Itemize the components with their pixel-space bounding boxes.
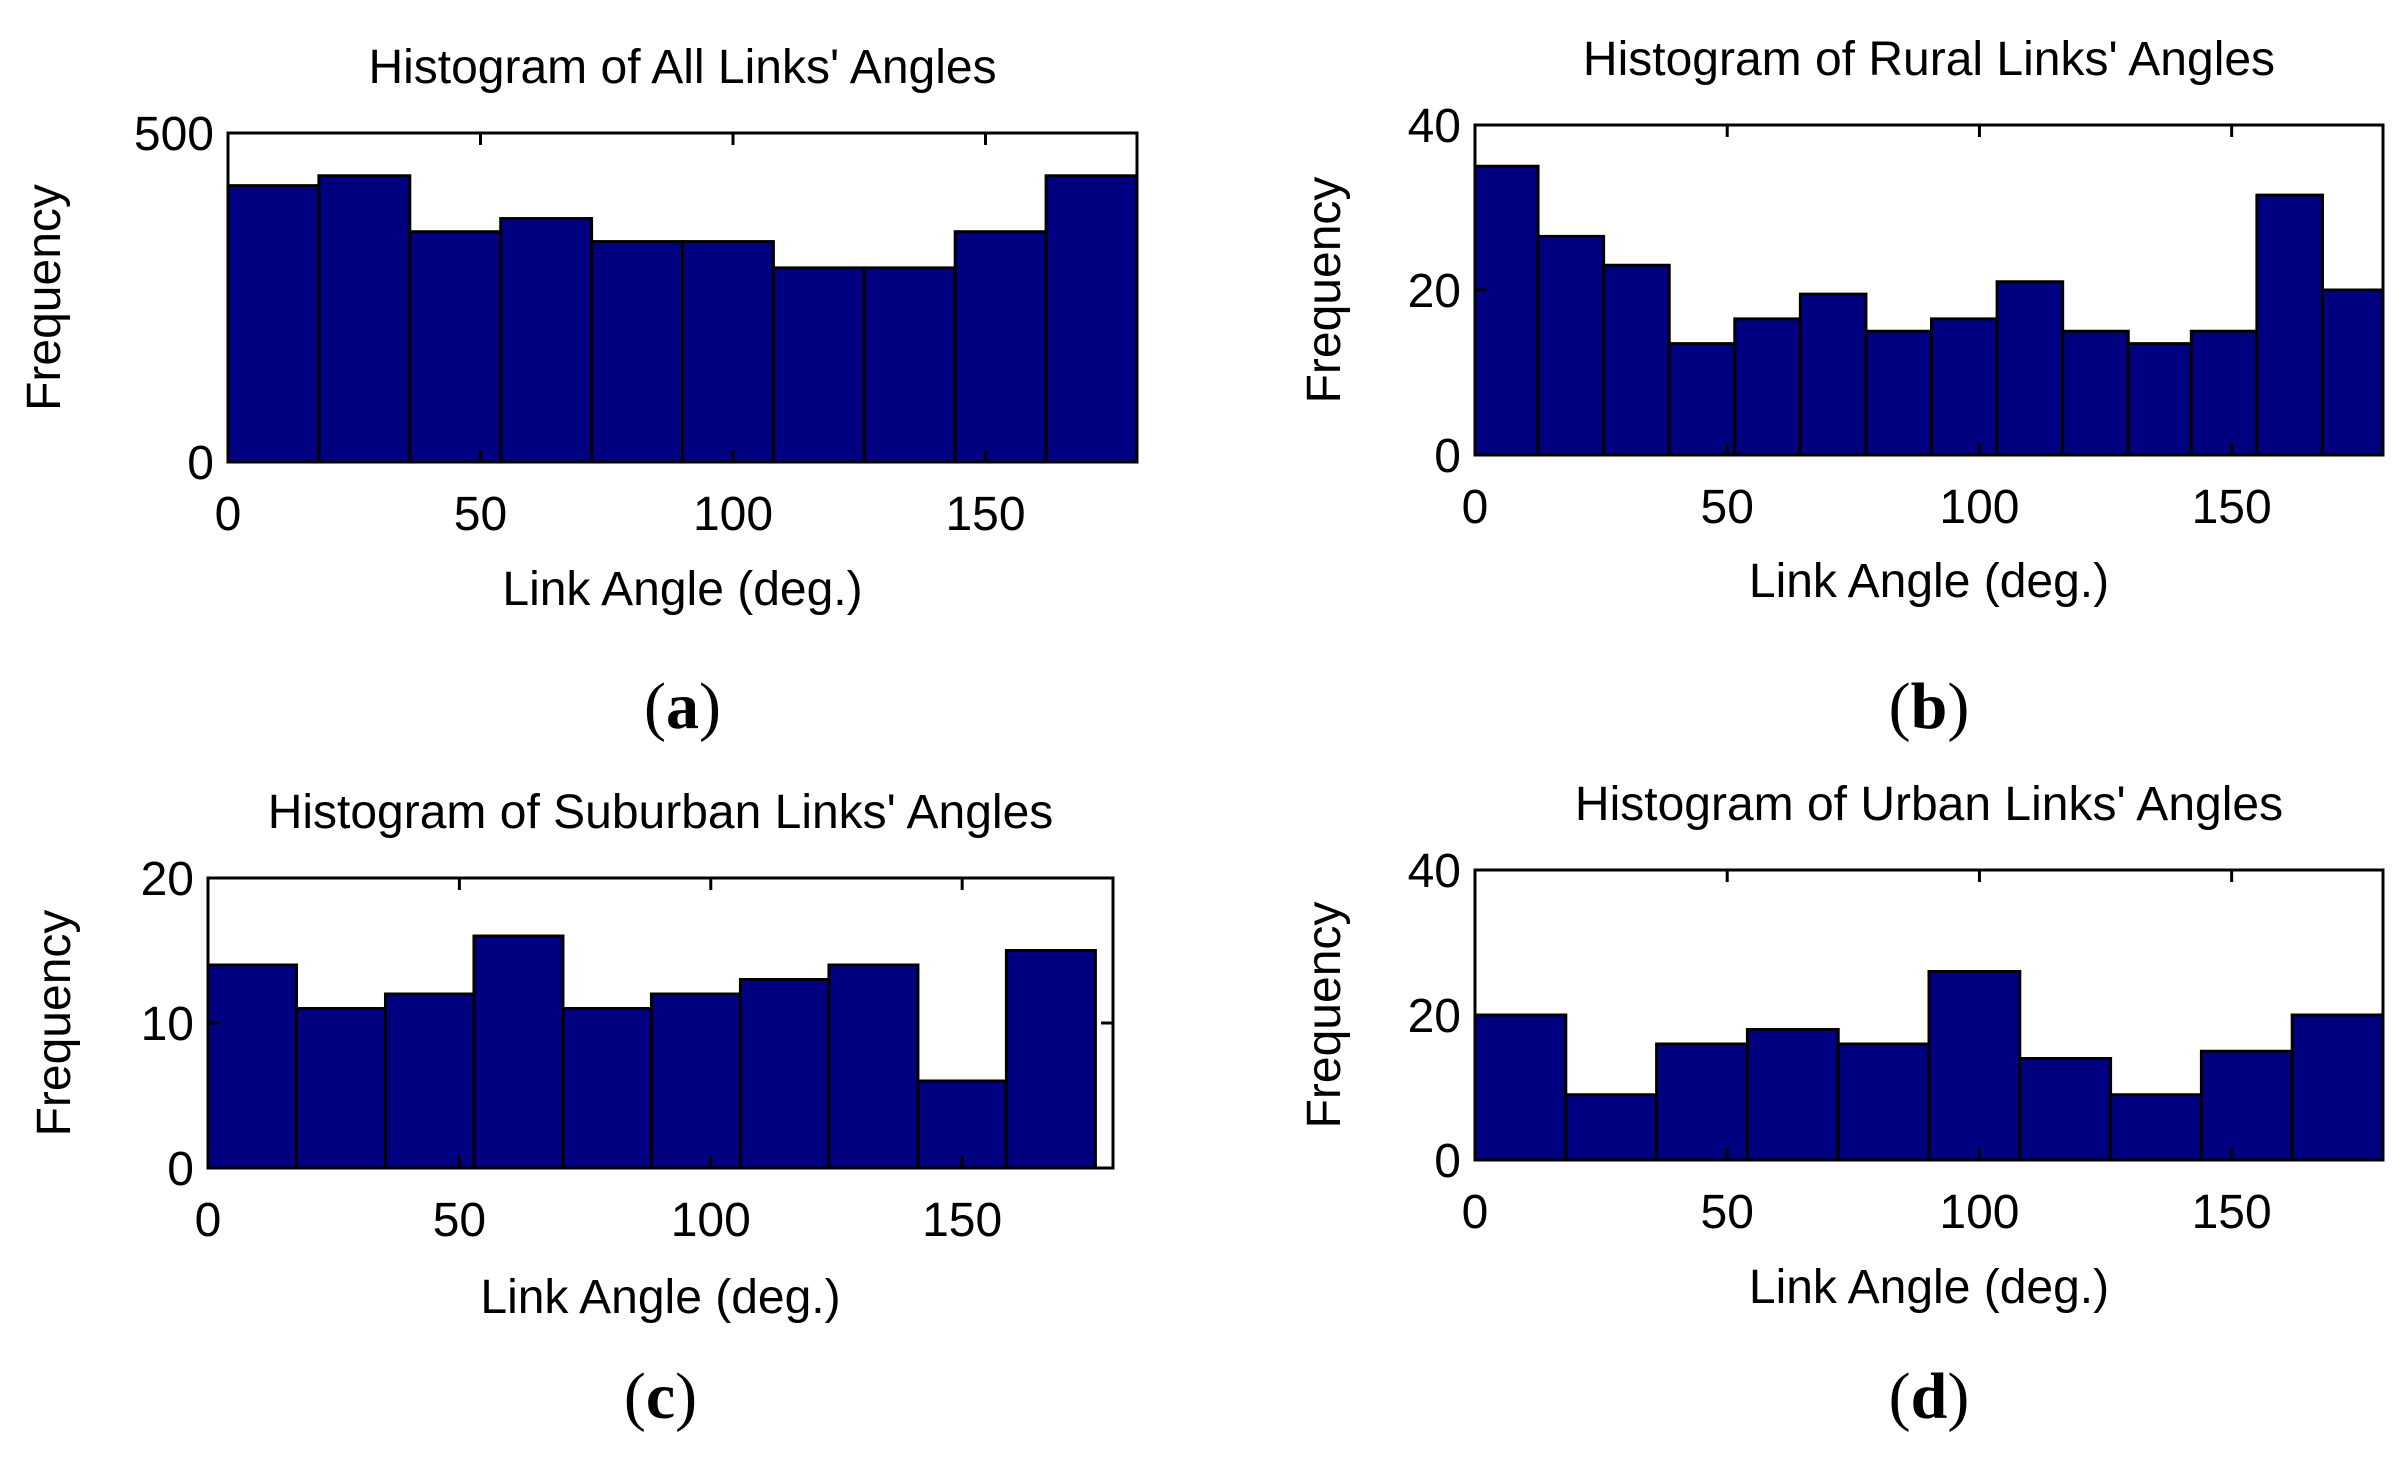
x-axis-label: Link Angle (deg.) xyxy=(1749,1261,2109,1314)
y-tick-label: 0 xyxy=(167,1143,194,1196)
chart-title: Histogram of Urban Links' Angles xyxy=(1575,778,2283,831)
histogram-bar xyxy=(1995,280,2065,457)
histogram-bar xyxy=(771,266,866,464)
y-tick-label: 10 xyxy=(141,998,194,1051)
histogram-bar xyxy=(2320,288,2385,457)
x-axis-label: Link Angle (deg.) xyxy=(502,563,862,616)
y-tick-label: 40 xyxy=(1408,845,1461,898)
x-tick-label: 50 xyxy=(454,488,507,541)
panel-d: Histogram of Urban Links' Angles 0 50 100 15… xyxy=(1298,778,2385,1433)
histogram-bar xyxy=(1473,164,1540,457)
x-tick-label: 0 xyxy=(215,488,242,541)
histogram-bar xyxy=(953,230,1048,464)
x-tick-label: 100 xyxy=(693,488,773,541)
histogram-bar xyxy=(383,992,476,1170)
histogram-bar xyxy=(681,240,775,464)
histogram-bar xyxy=(1864,329,1934,457)
y-tick-label: 40 xyxy=(1408,100,1461,153)
histogram-bar xyxy=(499,217,594,464)
panel-label: (c) xyxy=(624,1360,697,1433)
histogram-bar xyxy=(1602,263,1671,457)
x-tick-label: 50 xyxy=(1701,1186,1754,1239)
histogram-bar xyxy=(862,266,957,464)
x-tick-label: 0 xyxy=(195,1194,222,1247)
y-tick-label: 20 xyxy=(1408,990,1461,1043)
x-tick-label: 0 xyxy=(1462,1186,1489,1239)
histogram-bar xyxy=(408,230,503,464)
histogram-bar xyxy=(472,934,565,1170)
y-tick-label: 20 xyxy=(1408,265,1461,318)
histogram-bar xyxy=(206,963,298,1170)
y-axis-label: Frequency xyxy=(1298,902,1351,1129)
y-tick-label: 500 xyxy=(134,108,214,161)
histogram-bar xyxy=(1004,949,1097,1170)
histogram-bar xyxy=(1044,174,1139,464)
histogram-bar xyxy=(649,992,742,1170)
histogram-bar xyxy=(916,1079,1008,1170)
y-tick-label: 20 xyxy=(141,853,194,906)
panel-label: (b) xyxy=(1889,670,1970,743)
y-tick-label: 0 xyxy=(1434,430,1461,483)
panel-label: (d) xyxy=(1889,1360,1970,1433)
histogram-bar xyxy=(226,184,321,464)
histogram-bar xyxy=(317,174,412,464)
x-tick-label: 100 xyxy=(1939,481,2019,534)
x-tick-label: 150 xyxy=(2192,481,2272,534)
chart-title: Histogram of All Links' Angles xyxy=(368,41,996,94)
histogram-bar xyxy=(1473,1013,1568,1162)
histogram-bar xyxy=(1536,234,1606,457)
x-axis-label: Link Angle (deg.) xyxy=(1749,555,2109,608)
x-tick-label: 0 xyxy=(1462,481,1489,534)
histogram-bar xyxy=(1927,970,2022,1162)
y-tick-label: 0 xyxy=(1434,1135,1461,1188)
histogram-bar xyxy=(1667,342,1737,457)
x-tick-label: 150 xyxy=(945,488,1025,541)
y-axis-label: Frequency xyxy=(18,184,71,411)
x-tick-label: 100 xyxy=(1939,1186,2019,1239)
x-tick-label: 150 xyxy=(2192,1186,2272,1239)
histogram-bar xyxy=(1745,1028,1840,1162)
x-tick-label: 50 xyxy=(1701,481,1754,534)
histogram-bar xyxy=(738,978,831,1170)
chart-title: Histogram of Suburban Links' Angles xyxy=(268,786,1054,839)
histogram-bar xyxy=(2290,1013,2385,1162)
panel-b: Histogram of Rural Links' Angles 0 50 100 15… xyxy=(1298,33,2385,743)
axes-box xyxy=(226,131,1139,464)
histogram-bar xyxy=(827,963,920,1170)
histogram-bar xyxy=(2126,342,2193,457)
histogram-bar xyxy=(1798,292,1868,457)
panel-a: Histogram of All Links' Angles 0 50 100 150 0… xyxy=(18,41,1139,743)
histogram-bar xyxy=(2018,1057,2113,1162)
x-tick-label: 50 xyxy=(433,1194,486,1247)
histogram-bar xyxy=(561,1007,653,1170)
histogram-bar xyxy=(590,240,684,464)
x-tick-label: 100 xyxy=(671,1194,751,1247)
histogram-bar xyxy=(1655,1042,1749,1162)
y-tick-label: 0 xyxy=(187,437,214,490)
histogram-bar xyxy=(2061,329,2130,457)
chart-title: Histogram of Rural Links' Angles xyxy=(1583,33,2275,86)
x-axis-label: Link Angle (deg.) xyxy=(480,1271,840,1324)
histogram-bar xyxy=(1564,1093,1659,1162)
panel-c: Histogram of Suburban Links' Angles 0 50 10… xyxy=(28,786,1115,1433)
panel-label: (a) xyxy=(644,670,721,743)
histogram-bar xyxy=(2109,1093,2203,1162)
y-axis-label: Frequency xyxy=(1298,177,1351,404)
histogram-bar xyxy=(2199,1049,2294,1162)
histogram-bar xyxy=(1930,317,1999,457)
histogram-bar xyxy=(2189,329,2259,457)
histogram-bar xyxy=(294,1007,387,1170)
histogram-bar xyxy=(1733,317,1802,457)
x-tick-label: 150 xyxy=(922,1194,1002,1247)
histogram-bar xyxy=(1836,1042,1931,1162)
histogram-bar xyxy=(2255,193,2324,457)
y-axis-label: Frequency xyxy=(28,910,81,1137)
